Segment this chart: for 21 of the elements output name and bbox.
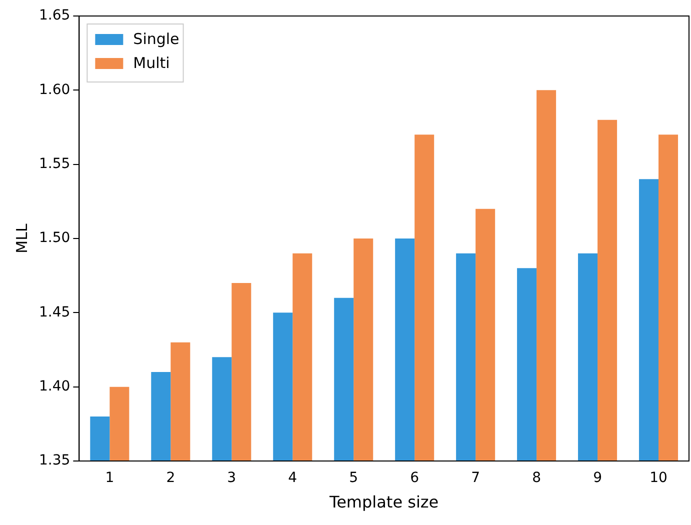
y-tick-label: 1.40 xyxy=(39,378,70,394)
x-tick-label: 3 xyxy=(227,470,236,486)
x-axis-title: Template size xyxy=(328,492,439,512)
y-tick-label: 1.55 xyxy=(39,156,70,172)
x-tick-label: 7 xyxy=(471,470,480,486)
y-axis-title: MLL xyxy=(12,223,31,254)
y-tick-label: 1.35 xyxy=(39,452,70,469)
x-tick-label: 6 xyxy=(410,470,420,486)
legend-label: Multi xyxy=(133,54,170,72)
x-tick-label: 10 xyxy=(650,470,668,486)
x-tick-label: 8 xyxy=(532,470,542,486)
legend-label: Single xyxy=(133,30,180,48)
y-tick-label: 1.45 xyxy=(39,304,70,320)
x-tick-label: 1 xyxy=(105,470,114,486)
x-tick-label: 4 xyxy=(288,470,298,486)
x-tick-label: 2 xyxy=(166,470,176,486)
y-tick-label: 1.60 xyxy=(39,82,70,98)
y-tick-label: 1.50 xyxy=(39,230,70,246)
x-tick-label: 5 xyxy=(349,470,358,486)
y-tick-label: 1.65 xyxy=(39,8,70,24)
x-tick-label: 9 xyxy=(593,470,602,486)
